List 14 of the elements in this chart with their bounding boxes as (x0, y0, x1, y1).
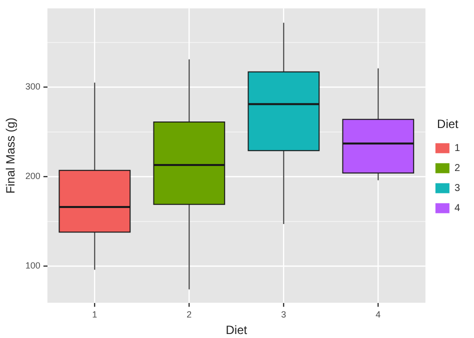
legend-label: 1 (454, 142, 460, 154)
x-tick-label: 3 (281, 310, 286, 320)
y-tick-label: 200 (25, 171, 40, 182)
x-tick-label: 2 (186, 310, 192, 320)
legend-title: Diet (437, 117, 460, 132)
legend-label: 3 (454, 182, 460, 194)
x-tick-label: 1 (92, 310, 98, 320)
y-axis-title: Final Mass (g) (4, 118, 18, 194)
x-tick-label: 4 (376, 310, 381, 320)
y-tick-label: 300 (25, 82, 40, 92)
legend-label: 2 (454, 162, 460, 174)
legend-label: 4 (454, 202, 460, 214)
y-tick-label: 100 (25, 260, 40, 271)
x-axis-title: Diet (226, 323, 248, 338)
